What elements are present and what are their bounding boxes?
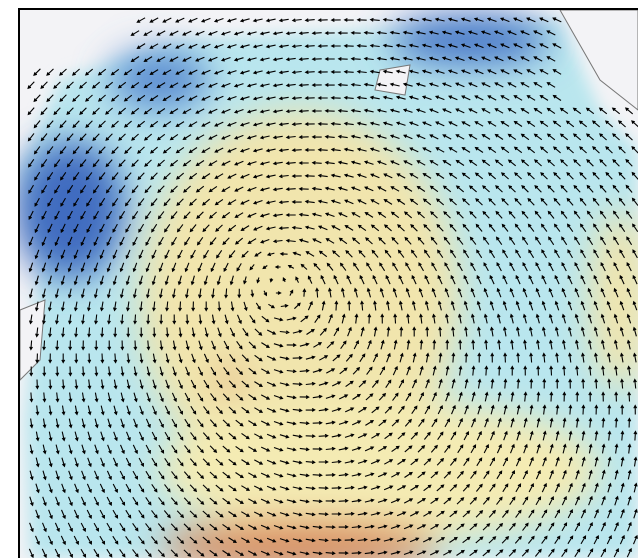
island	[375, 65, 410, 95]
map-field	[15, 9, 638, 558]
map	[0, 0, 638, 558]
